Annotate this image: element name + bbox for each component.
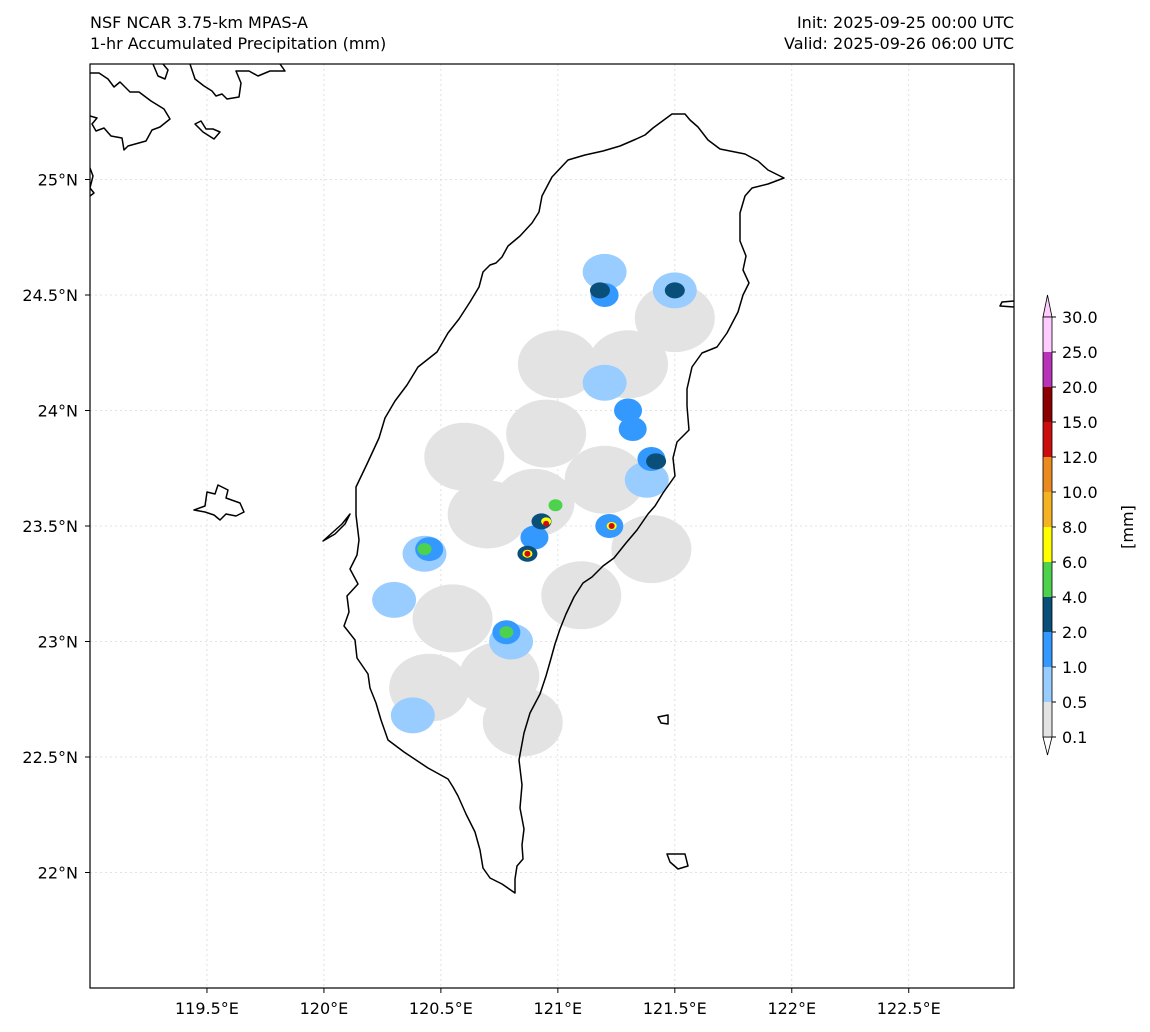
mainland-coast-left xyxy=(90,72,171,151)
precip-layer xyxy=(372,253,715,757)
colorbar-segment xyxy=(1043,702,1052,737)
lat-tick-label: 25°N xyxy=(38,171,78,190)
lon-tick-label: 120°E xyxy=(300,999,349,1018)
lat-tick-label: 22°N xyxy=(38,864,78,883)
precip-cell xyxy=(520,525,549,550)
colorbar-label: 1.0 xyxy=(1062,658,1087,677)
precip-cell xyxy=(664,282,685,299)
precip-cell xyxy=(543,520,550,527)
header-right: Init: 2025-09-25 00:00 UTC Valid: 2025-0… xyxy=(784,12,1014,54)
colorbar-label: 10.0 xyxy=(1062,483,1098,502)
lon-tick-label: 119.5°E xyxy=(175,999,239,1018)
precip-cell xyxy=(582,364,627,401)
header-left: NSF NCAR 3.75-km MPAS-A 1-hr Accumulated… xyxy=(90,12,386,54)
precip-cell xyxy=(524,550,531,557)
latitude-axis: 22°N 22.5°N 23°N 23.5°N 24°N 24.5°N 25°N xyxy=(22,171,90,883)
lat-tick-label: 24°N xyxy=(38,402,78,421)
penghu-islands xyxy=(193,484,245,521)
colorbar-segment xyxy=(1043,527,1052,562)
colorbar-label: 4.0 xyxy=(1062,588,1087,607)
green-island xyxy=(657,714,669,725)
mainland-island-small xyxy=(194,120,221,140)
lat-tick-label: 23.5°N xyxy=(22,517,78,536)
precip-cell xyxy=(614,398,643,423)
colorbar: 0.1 0.5 1.0 2.0 4.0 6.0 8.0 10.0 12.0 15.0 20.0 25.… xyxy=(1042,294,1137,756)
colorbar-label: 25.0 xyxy=(1062,343,1098,362)
coastline-layer xyxy=(90,64,1014,894)
colorbar-min-extend xyxy=(1042,736,1053,756)
colorbar-label: 0.1 xyxy=(1062,728,1087,747)
lon-tick-label: 122.5°E xyxy=(877,999,941,1018)
colorbar-segment xyxy=(1043,667,1052,702)
yonaguni-island xyxy=(999,300,1014,308)
lon-tick-label: 120.5°E xyxy=(409,999,473,1018)
precip-cell xyxy=(424,422,505,491)
precip-cell xyxy=(494,468,575,537)
lon-tick-label: 121.5°E xyxy=(643,999,707,1018)
valid-time: Valid: 2025-09-26 06:00 UTC xyxy=(783,34,1014,53)
precip-cell xyxy=(412,584,493,653)
precip-cell xyxy=(372,581,417,618)
colorbar-label: 0.5 xyxy=(1062,693,1087,712)
precip-cell xyxy=(390,697,435,734)
precip-cell xyxy=(482,688,563,757)
precip-cell xyxy=(417,543,432,556)
colorbar-max-extend xyxy=(1042,294,1053,318)
mainland-coast-mid xyxy=(189,64,286,100)
init-time: Init: 2025-09-25 00:00 UTC xyxy=(796,13,1014,32)
colorbar-segment xyxy=(1043,492,1052,527)
lon-tick-label: 121°E xyxy=(534,999,583,1018)
precip-cell xyxy=(618,416,647,441)
precip-cell xyxy=(499,626,514,639)
precip-cell xyxy=(611,515,692,584)
mainland-coast-upper xyxy=(152,64,169,80)
colorbar-label: 30.0 xyxy=(1062,308,1098,327)
orchid-island xyxy=(666,853,689,870)
colorbar-segment xyxy=(1043,562,1052,597)
precip-cell xyxy=(548,499,563,512)
colorbar-label: 6.0 xyxy=(1062,553,1087,572)
model-title: NSF NCAR 3.75-km MPAS-A xyxy=(90,13,308,32)
lat-tick-label: 24.5°N xyxy=(22,286,78,305)
colorbar-segment xyxy=(1043,387,1052,422)
lat-tick-label: 22.5°N xyxy=(22,748,78,767)
taiwan-coastline xyxy=(343,113,785,894)
precip-cell xyxy=(582,253,627,290)
precip-cell xyxy=(589,282,610,299)
colorbar-segment xyxy=(1043,352,1052,387)
colorbar-label: 8.0 xyxy=(1062,518,1087,537)
mainland-coast-edge xyxy=(90,167,95,197)
field-title: 1-hr Accumulated Precipitation (mm) xyxy=(90,34,387,53)
colorbar-label: 20.0 xyxy=(1062,378,1098,397)
colorbar-segment xyxy=(1043,317,1052,352)
precip-cell xyxy=(608,523,615,529)
colorbar-segment xyxy=(1043,422,1052,457)
colorbar-label: 12.0 xyxy=(1062,448,1098,467)
lat-tick-label: 23°N xyxy=(38,633,78,652)
colorbar-segment xyxy=(1043,597,1052,632)
precip-cell xyxy=(506,399,587,468)
colorbar-segment xyxy=(1043,632,1052,667)
longitude-axis: 119.5°E 120°E 120.5°E 121°E 121.5°E 122°E 122.… xyxy=(175,988,941,1018)
colorbar-segment xyxy=(1043,457,1052,492)
colorbar-unit-label: [mm] xyxy=(1118,505,1137,549)
small-island-west xyxy=(322,513,351,542)
precip-cell xyxy=(624,461,669,498)
precip-cell xyxy=(634,284,715,353)
precip-cell xyxy=(541,561,622,630)
plot-area xyxy=(90,64,1014,988)
precip-cell xyxy=(564,445,645,514)
colorbar-label: 2.0 xyxy=(1062,623,1087,642)
precip-cell xyxy=(646,453,667,470)
lon-tick-label: 122°E xyxy=(767,999,816,1018)
colorbar-label: 15.0 xyxy=(1062,413,1098,432)
precip-cell xyxy=(517,330,598,399)
